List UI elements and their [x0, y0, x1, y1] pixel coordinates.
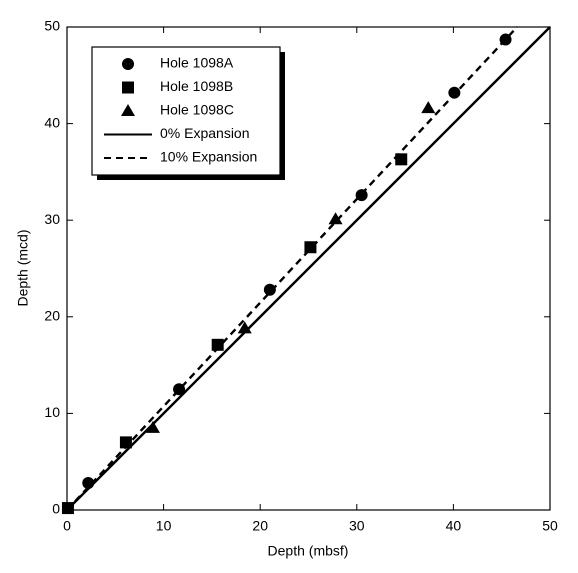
x-axis-label: Depth (mbsf)	[268, 543, 349, 559]
point	[122, 58, 134, 70]
point	[119, 436, 132, 449]
x-tick-label: 30	[349, 518, 365, 534]
point	[145, 420, 160, 433]
point	[395, 153, 408, 166]
point	[122, 81, 134, 94]
legend-box	[91, 46, 281, 176]
x-tick-label: 0	[63, 518, 71, 534]
point	[421, 101, 436, 114]
point	[211, 338, 224, 351]
point	[448, 86, 461, 99]
legend-label: Hole 1098A	[160, 55, 234, 71]
x-tick-label: 20	[252, 518, 268, 534]
y-tick-label: 0	[52, 501, 60, 517]
legend-label: 10% Expansion	[160, 149, 257, 165]
line	[66, 26, 551, 511]
y-tick-label: 20	[44, 308, 60, 324]
point	[121, 104, 135, 116]
point	[263, 283, 276, 296]
legend: Hole 1098A Hole 1098B Hole 1098C 0% Expansi…	[91, 46, 285, 180]
x-tick-label: 10	[156, 518, 172, 534]
point	[237, 321, 252, 334]
legend-label: Hole 1098B	[160, 78, 233, 94]
line	[66, 26, 519, 511]
point	[499, 33, 512, 46]
point	[82, 476, 95, 489]
x-tick-label: 40	[446, 518, 462, 534]
y-tick-label: 50	[44, 18, 60, 34]
y-tick-label: 10	[44, 404, 60, 420]
y-tick-label: 30	[44, 211, 60, 227]
point	[173, 383, 186, 396]
x-tick-label: 50	[542, 518, 558, 534]
point	[355, 189, 368, 202]
point	[304, 241, 317, 254]
plot-frame	[66, 26, 551, 511]
y-tick-label: 40	[44, 114, 60, 130]
legend-label: 0% Expansion	[160, 125, 250, 141]
point	[61, 502, 74, 515]
legend-label: Hole 1098C	[160, 102, 234, 118]
point	[328, 212, 343, 225]
y-axis-label: Depth (mcd)	[15, 229, 31, 306]
